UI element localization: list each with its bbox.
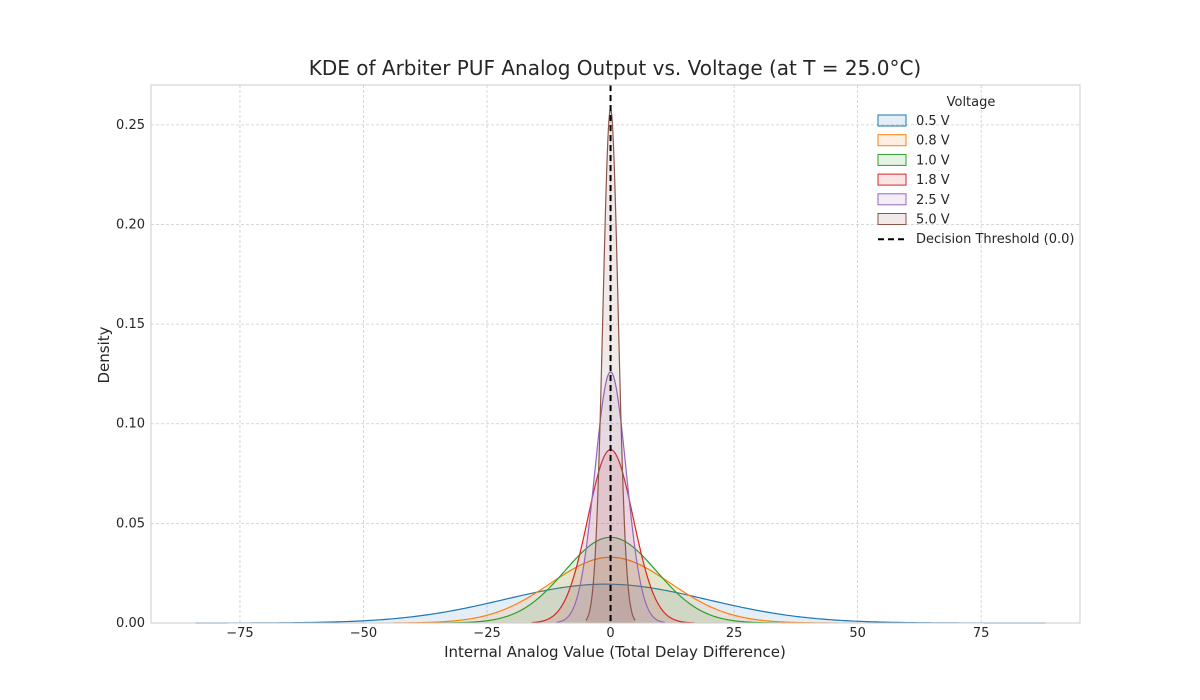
kde-line-0-8-v	[393, 556, 838, 624]
kde-area-0-8-v	[393, 557, 838, 623]
legend-title: Voltage	[947, 95, 996, 110]
y-tick-label: 0.25	[116, 118, 145, 133]
x-tick-label: 0	[606, 626, 614, 641]
legend-label: 5.0 V	[916, 213, 950, 228]
y-tick-labels: 0.00 0.05 0.10 0.15 0.20 0.25	[116, 118, 145, 631]
y-tick-label: 0.20	[116, 217, 145, 232]
x-axis-label: Internal Analog Value (Total Delay Diffe…	[444, 643, 786, 661]
y-tick-label: 0.00	[116, 616, 145, 631]
x-tick-label: −50	[350, 626, 377, 641]
legend-swatch	[877, 153, 907, 166]
legend-swatch	[877, 134, 907, 147]
y-tick-label: 0.05	[116, 516, 145, 531]
x-tick-label: 25	[726, 626, 743, 641]
legend-label: 0.5 V	[916, 114, 950, 129]
x-tick-label: 75	[973, 626, 990, 641]
legend-label: 0.8 V	[916, 134, 950, 149]
legend: Voltage 0.5 V 0.8 V 1.0 V 1.8 V 2.5 V 5.0 V De…	[877, 95, 1075, 247]
y-tick-label: 0.15	[116, 317, 145, 332]
kde-line-1-8-v	[531, 449, 695, 624]
x-tick-labels: −75 −50 −25 0 25 50 75	[226, 626, 989, 641]
legend-label: 1.8 V	[916, 173, 950, 188]
plot-background	[151, 85, 1080, 623]
legend-swatch	[877, 114, 907, 127]
legend-label: 1.0 V	[916, 153, 950, 168]
x-tick-label: 50	[849, 626, 866, 641]
legend-label: 2.5 V	[916, 193, 950, 208]
y-tick-label: 0.10	[116, 417, 145, 432]
x-tick-label: −75	[226, 626, 253, 641]
x-tick-label: −25	[473, 626, 500, 641]
legend-threshold-label: Decision Threshold (0.0)	[916, 232, 1075, 247]
kde-line-2-5-v	[556, 371, 665, 623]
kde-area-0-5-v	[195, 584, 1046, 623]
legend-swatch	[877, 193, 907, 206]
legend-swatch	[877, 213, 907, 225]
legend-swatch	[877, 173, 907, 186]
y-axis-label: Density	[95, 326, 113, 383]
plot-frame	[150, 84, 1081, 624]
chart-title: KDE of Arbiter PUF Analog Output vs. Vol…	[309, 56, 921, 80]
kde-area-1-8-v	[531, 449, 695, 623]
